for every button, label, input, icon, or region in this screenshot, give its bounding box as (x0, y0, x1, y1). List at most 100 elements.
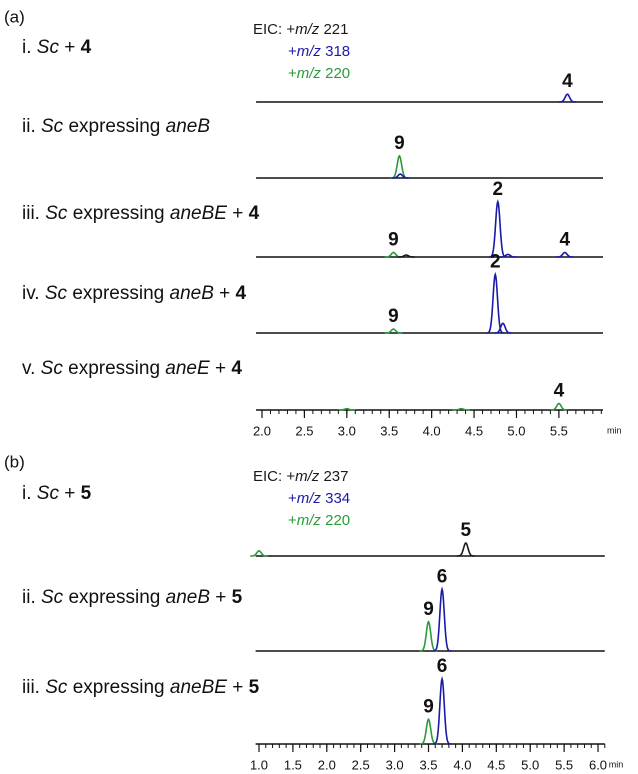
legend-text: EIC: + (253, 21, 295, 38)
peak (488, 199, 507, 258)
peak (433, 586, 451, 652)
legend-text: + (288, 43, 297, 60)
legend-entry: +m/z 220 (288, 65, 350, 82)
peak (419, 717, 438, 745)
legend-text: m/z (297, 512, 322, 529)
legend-text: + (288, 65, 297, 82)
peak (499, 253, 517, 258)
x-tick-label: 2.0 (253, 423, 271, 438)
panel-label: (a) (4, 7, 25, 26)
legend-text: + (288, 512, 297, 529)
row-label-part: 5 (232, 587, 243, 608)
peak-label: 9 (388, 306, 399, 327)
row-label-part: ii. (22, 587, 41, 608)
x-tick-label: 4.0 (423, 423, 441, 438)
x-tick-label: 5.5 (555, 757, 573, 772)
x-tick-label: 3.0 (338, 423, 356, 438)
legend-text: 221 (319, 21, 348, 38)
row-label: v. Sc expressing aneE + 4 (22, 358, 242, 379)
row-label-part: expressing (63, 587, 165, 608)
x-tick-label: 2.0 (318, 757, 336, 772)
x-tick-label: 3.5 (419, 757, 437, 772)
row-label: ii. Sc expressing aneB (22, 116, 210, 137)
row-label-part: + (59, 37, 81, 58)
row-label-part: aneE (165, 358, 210, 379)
peak (384, 328, 403, 334)
row-label: iii. Sc expressing aneBE + 5 (22, 677, 260, 698)
peak (391, 173, 410, 179)
legend-text: EIC: + (253, 468, 295, 485)
peak-label: 9 (394, 133, 405, 154)
row-label-part: aneB (170, 283, 215, 304)
peak (550, 402, 568, 411)
legend-text: m/z (297, 43, 322, 60)
row-label-part: 4 (81, 37, 92, 58)
row-label-part: + (210, 587, 232, 608)
legend-text: m/z (297, 65, 322, 82)
row-label-part: + (227, 203, 249, 224)
legend-text: m/z (297, 490, 322, 507)
x-axis-unit: min (609, 759, 624, 769)
row-label-part: + (210, 358, 232, 379)
x-tick-label: 1.0 (250, 757, 268, 772)
row-label-part: 4 (249, 203, 260, 224)
peak-label: 4 (562, 71, 573, 92)
peak-label: 5 (461, 520, 472, 541)
peak (250, 549, 268, 557)
legend-text: m/z (295, 21, 320, 38)
row-label-part: iii. (22, 677, 45, 698)
row-label-part: Sc (37, 37, 60, 58)
peak (419, 620, 438, 652)
legend-entry: +m/z 318 (288, 43, 350, 60)
row-label-part: 5 (249, 677, 260, 698)
row-label-part: 4 (231, 358, 242, 379)
row-label-part: Sc (45, 677, 68, 698)
row-label-part: Sc (45, 283, 68, 304)
x-tick-label: 5.0 (521, 757, 539, 772)
x-tick-label: 3.0 (386, 757, 404, 772)
peak (397, 254, 415, 258)
peak (456, 542, 475, 557)
x-tick-label: 4.0 (453, 757, 471, 772)
row-label-part: aneB (166, 116, 211, 137)
legend-entry: +m/z 334 (288, 490, 350, 507)
row-label-part: Sc (45, 203, 68, 224)
peak (558, 93, 577, 103)
row-label-part: + (59, 483, 81, 504)
row-label-part: aneBE (170, 677, 227, 698)
legend-text: 220 (321, 512, 350, 529)
peak-label: 2 (493, 179, 504, 200)
peak (433, 675, 451, 745)
row-label-part: i. (22, 37, 37, 58)
peak-label: 4 (554, 381, 565, 402)
x-tick-label: 5.0 (507, 423, 525, 438)
legend-entry: +m/z 220 (288, 512, 350, 529)
legend-text: + (288, 490, 297, 507)
row-label-part: expressing (63, 116, 165, 137)
row-label-part: expressing (67, 203, 169, 224)
row-label-part: expressing (67, 677, 169, 698)
row-label-part: expressing (63, 358, 165, 379)
x-tick-label: 5.5 (550, 423, 568, 438)
legend-text: 237 (319, 468, 348, 485)
row-label: i. Sc + 4 (22, 37, 92, 58)
legend-text: 220 (321, 65, 350, 82)
row-label-part: i. (22, 483, 37, 504)
x-axis-unit: min (607, 425, 622, 435)
x-tick-label: 1.5 (284, 757, 302, 772)
peak-label: 9 (388, 229, 399, 250)
row-label-part: 4 (236, 283, 247, 304)
peak (494, 322, 512, 334)
row-label: iv. Sc expressing aneB + 4 (22, 283, 247, 304)
row-label: ii. Sc expressing aneB + 5 (22, 587, 243, 608)
peak-label: 6 (437, 566, 448, 587)
row-label-part: + (227, 677, 249, 698)
x-tick-label: 4.5 (465, 423, 483, 438)
x-tick-label: 2.5 (295, 423, 313, 438)
row-label-part: Sc (41, 116, 64, 137)
row-label: iii. Sc expressing aneBE + 4 (22, 203, 260, 224)
x-tick-label: 3.5 (380, 423, 398, 438)
row-label-part: ii. (22, 116, 41, 137)
row-label-part: aneB (166, 587, 211, 608)
